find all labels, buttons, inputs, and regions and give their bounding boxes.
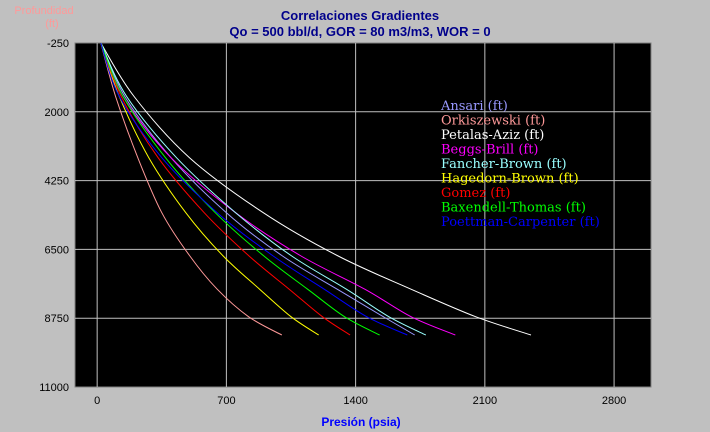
plot-area <box>74 42 652 388</box>
legend-entry-ansari: Ansari (ft) <box>440 99 508 114</box>
legend-entry-baxendell-thomas: Baxendell-Thomas (ft) <box>441 201 586 216</box>
legend-entry-fancher-brown: Fancher-Brown (ft) <box>441 157 567 172</box>
series-line-petalas-aziz <box>100 42 532 336</box>
y-axis-label-line2: (ft) <box>45 18 58 30</box>
x-tick-label: 0 <box>94 395 100 407</box>
x-tick-labels: 0 700 1400 2100 2800 <box>94 395 626 407</box>
y-tick-labels: -250 2000 4250 6500 8750 11000 <box>39 38 69 394</box>
legend-entry-orkiszewski: Orkiszewski (ft) <box>441 114 545 129</box>
y-tick-label: 8750 <box>45 313 69 325</box>
legend-entry-hagedorn-brown: Hagedorn-Brown (ft) <box>441 172 579 187</box>
legend-entry-poettman-carpenter: Poettman-Carpenter (ft) <box>441 215 600 230</box>
legend-entry-gomez: Gomez (ft) <box>441 186 510 201</box>
series-line-hagedorn-brown <box>100 42 319 336</box>
legend-entry-petalas-aziz: Petalas-Aziz (ft) <box>441 128 544 143</box>
x-axis-label: Presión (psia) <box>321 415 400 429</box>
y-tick-label: 4250 <box>45 176 69 188</box>
chart-subtitle: Qo = 500 bbl/d, GOR = 80 m3/m3, WOR = 0 <box>229 24 490 39</box>
legend: Ansari (ft)Orkiszewski (ft)Petalas-Aziz … <box>440 99 600 230</box>
chart-title: Correlaciones Gradientes <box>281 8 439 23</box>
grid-lines <box>75 43 651 387</box>
series-line-baxendell-thomas <box>100 42 380 336</box>
y-axis-label-line1: Profundidad <box>14 5 73 17</box>
x-tick-label: 1400 <box>343 395 367 407</box>
series-line-orkiszewski <box>100 42 283 336</box>
x-tick-label: 700 <box>217 395 235 407</box>
legend-entry-beggs-brill: Beggs-Brill (ft) <box>441 143 539 158</box>
y-tick-label: 2000 <box>45 107 69 119</box>
series-line-poettman-carpenter <box>100 42 408 336</box>
x-tick-label: 2100 <box>473 395 497 407</box>
series-lines <box>100 42 532 336</box>
series-line-ansari <box>100 42 415 336</box>
x-tick-label: 2800 <box>602 395 626 407</box>
series-line-gomez <box>100 42 351 336</box>
y-tick-label: 6500 <box>45 244 69 256</box>
series-line-fancher-brown <box>100 42 427 336</box>
y-tick-label: 11000 <box>39 382 69 394</box>
y-tick-label: -250 <box>47 38 69 50</box>
